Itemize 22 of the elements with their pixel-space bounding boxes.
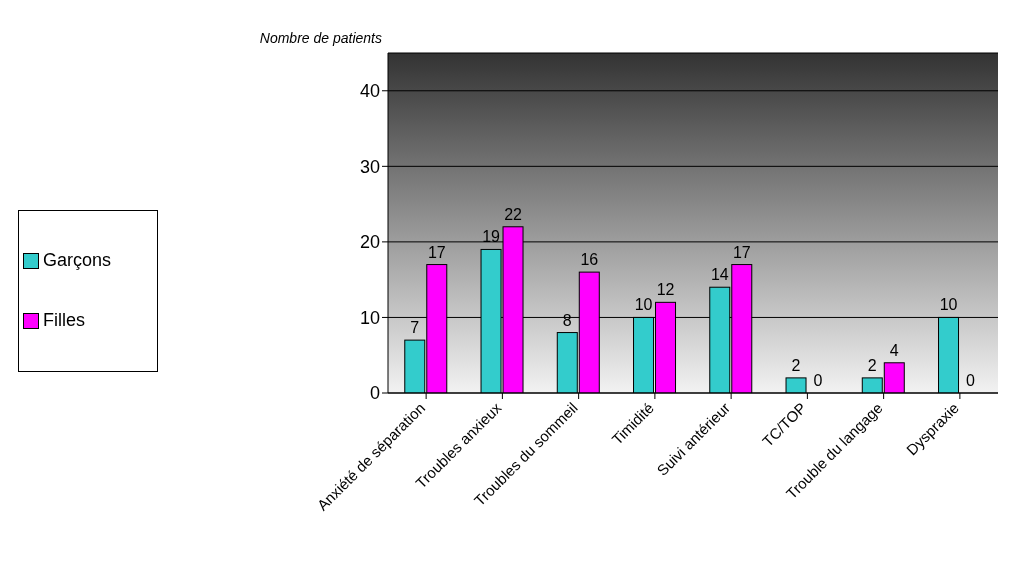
legend-label: Garçons bbox=[43, 250, 112, 271]
data-label: 14 bbox=[710, 266, 729, 284]
y-tick-label: 10 bbox=[359, 307, 380, 328]
data-label: 2 bbox=[867, 356, 877, 374]
data-label: 4 bbox=[889, 341, 899, 359]
y-axis-title: Nombre de patients bbox=[259, 30, 382, 46]
data-label: 10 bbox=[634, 296, 653, 314]
data-label: 7 bbox=[410, 319, 420, 337]
data-label: 22 bbox=[504, 205, 523, 223]
y-tick-label: 40 bbox=[359, 81, 380, 102]
y-tick-label: 20 bbox=[359, 232, 380, 253]
data-label: 10 bbox=[939, 296, 958, 314]
data-label: 12 bbox=[656, 281, 675, 299]
legend-label: Filles bbox=[43, 310, 86, 331]
data-label: 16 bbox=[580, 251, 599, 269]
data-label: 2 bbox=[791, 356, 801, 374]
data-label: 0 bbox=[813, 372, 823, 389]
y-tick-label: 30 bbox=[359, 156, 380, 177]
y-tick-label: 0 bbox=[369, 383, 380, 404]
data-label: 17 bbox=[732, 243, 751, 261]
data-label: 0 bbox=[966, 372, 976, 389]
data-label: 17 bbox=[427, 243, 446, 261]
